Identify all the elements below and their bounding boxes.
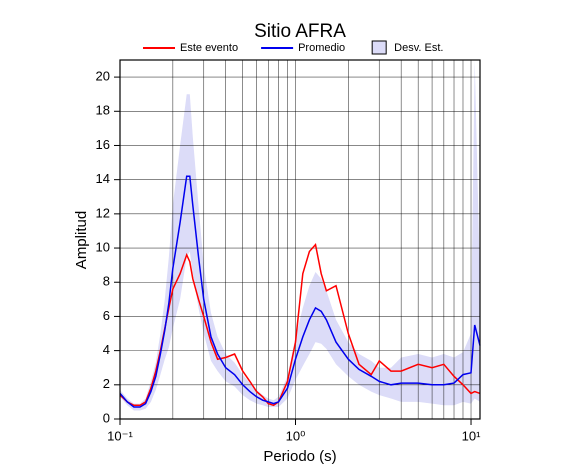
y-tick-label: 8 (103, 274, 110, 289)
y-tick-label: 2 (103, 376, 110, 391)
legend-label: Este evento (180, 42, 238, 54)
x-axis-label: Periodo (s) (263, 448, 336, 465)
legend-swatch (371, 40, 387, 55)
y-tick-label: 14 (96, 171, 110, 186)
x-tick-label: 10¹ (462, 428, 481, 443)
y-tick-label: 18 (96, 103, 110, 118)
plot-frame (119, 59, 481, 420)
y-tick-label: 16 (96, 137, 110, 152)
y-axis-label: Amplitud (73, 211, 90, 269)
x-tick-label: 10⁻¹ (107, 428, 133, 443)
series-line (119, 175, 481, 408)
x-tick-label: 10⁰ (286, 428, 306, 443)
y-tick-label: 6 (103, 308, 110, 323)
y-tick-label: 12 (96, 205, 110, 220)
std-band (120, 60, 480, 411)
y-tick-label: 10 (96, 239, 110, 254)
y-tick-label: 4 (103, 342, 110, 357)
y-tick-label: 0 (103, 410, 110, 425)
chart-title: Sitio AFRA (254, 21, 346, 42)
legend-label: Promedio (298, 42, 345, 54)
legend-label: Desv. Est. (394, 42, 443, 54)
y-tick-label: 20 (96, 69, 110, 84)
